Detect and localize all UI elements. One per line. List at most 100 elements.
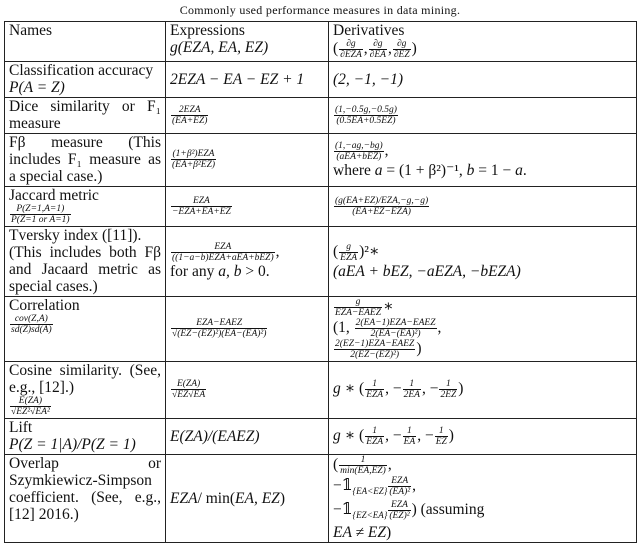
numerator: ∂g [373, 39, 383, 49]
radical-sign: √ [11, 407, 17, 417]
fraction: 1 EZ [434, 426, 448, 447]
text: . [522, 161, 527, 179]
cell-line: (1,−0.5g,−0.5g) (0.5EA+0.5EZ) [333, 105, 632, 126]
cell-line: (This includes both Fβ and Jacaard metri… [9, 244, 161, 295]
measure-expression: E(ZA) √EZ√EA [165, 361, 329, 419]
text: (1, [333, 319, 354, 337]
cell-line: P(Z = 1|A)/P(Z = 1) [9, 436, 161, 453]
fraction: 1 min(EA,EZ) [339, 455, 387, 476]
fraction: EZA −EZA+EA+EZ [171, 196, 232, 217]
cell-line: Derivatives [333, 22, 632, 39]
cell-line: (1,−ag,−bg) (aEA+bEZ), [333, 141, 632, 162]
table-row: Lift P(Z = 1|A)/P(Z = 1) E(ZA)/(EAEZ) g ∗ (… [4, 418, 637, 455]
header-names: Names [4, 21, 166, 62]
text: ) [279, 489, 285, 507]
text: = 1 − [474, 161, 516, 179]
denominator: √EZ²√EA² [10, 406, 51, 417]
text: ) [448, 426, 454, 444]
text: , − [417, 426, 434, 444]
measure-name: Fβ measure (This includes F₁ measure as … [4, 133, 166, 187]
numerator: (g(EA+EZ)/EZA,−g,−g) [335, 195, 429, 206]
measure-name: Correlation cov(Z,A) sd(Z)sd(A) [4, 296, 166, 362]
math-text: g [333, 426, 341, 444]
cell-line: E(ZA) √EZ²√EA² [9, 396, 161, 417]
math-text: EZA [170, 489, 198, 507]
math-text: a [374, 161, 383, 179]
measure-expression: EZA−EAEZ √(EZ−(EZ)²)(EA−(EA)²) [165, 296, 329, 362]
fraction: 2(EA−1)EZA−EAEZ 2(EA−(EA)²) [354, 318, 437, 339]
cell-line: P(A = Z) [9, 79, 161, 96]
denominator: 2EA [402, 389, 421, 400]
text: −𝟙 [333, 501, 353, 519]
denominator: (EA+β²EZ) [171, 159, 217, 170]
fraction: EZA (EZ)² [388, 500, 411, 521]
measure-expression: (1+β²)EZA (EA+β²EZ) [165, 133, 329, 187]
square-root: √(EZ−(EZ)²)(EA−(EA)²) [172, 328, 267, 339]
cell-line: P(Z=1,A=1) P(Z=1 or A=1) [9, 204, 161, 225]
text: ∗ ( [340, 380, 365, 398]
measure-name: Dice similarity or F₁ measure [4, 97, 166, 134]
table-row: Cosine similarity. (See, e.g., [12].) E(Z… [4, 361, 637, 419]
table-row: Classification accuracy P(A = Z) 2EZA − EA… [4, 61, 637, 98]
math-text: (2, −1, −1) [333, 70, 403, 88]
math-text: 2EZA − EA − EZ + 1 [170, 70, 305, 88]
math-text: EA ≠ EZ [333, 524, 387, 542]
cell-line: E(ZA)/(EAEZ) [170, 428, 324, 445]
measure-name: Tversky index ([11]). (This includes both… [4, 226, 166, 297]
text: ∗ [383, 298, 394, 316]
radicand: EZ√EA [177, 389, 206, 400]
fraction: EZA ((1−a−b)EZA+aEA+bEZ) [171, 242, 275, 263]
numerator: 1 [372, 425, 378, 436]
table-row: Tversky index ([11]). (This includes both… [4, 226, 637, 297]
denominator: EZ [434, 435, 448, 447]
measure-expression: 2EZA (EA+EZ) [165, 97, 329, 134]
fraction: (1,−ag,−bg) (aEA+bEZ) [334, 141, 384, 162]
fraction: g EZA−EAEZ [334, 297, 382, 318]
math-text: E(ZA)/(EAEZ) [170, 427, 260, 445]
text: , − [385, 426, 402, 444]
cell-line: (1+β²)EZA (EA+β²EZ) [170, 149, 324, 170]
cell-line: Cosine similarity. (See, e.g., [12].) [9, 362, 161, 396]
measure-name: Overlap or Szymkiewicz-Simpson coefficie… [4, 453, 166, 543]
cell-line: (1, 2(EA−1)EZA−EAEZ 2(EA−(EA)²), [333, 318, 632, 339]
fraction: E(ZA) √EZ√EA [171, 379, 207, 400]
fraction: cov(Z,A) sd(Z)sd(A) [10, 314, 53, 335]
numerator: ∂g [346, 39, 356, 49]
cell-line: cov(Z,A) sd(Z)sd(A) [9, 314, 161, 335]
radical-sign: √ [172, 329, 178, 339]
text: Fβ measure (This includes F₁ measure as … [9, 134, 161, 185]
text: , [363, 40, 368, 58]
cell-line: (2, −1, −1) [333, 71, 632, 88]
numerator: EZA [391, 500, 408, 511]
denominator: EA [402, 435, 417, 447]
measure-derivative: (g EZA)²∗ (aEA + bEZ, −aEZA, −bEZA) [328, 226, 637, 297]
denominator: EZA [365, 435, 385, 447]
measure-expression: EZA −EZA+EA+EZ [165, 186, 329, 227]
fraction: (1,−0.5g,−0.5g) (0.5EA+0.5EZ) [334, 105, 398, 126]
numerator: EZA [214, 242, 232, 252]
numerator: 1 [446, 379, 451, 389]
cell-line: 2(EZ−1)EZA−EAEZ 2(EZ−(EZ)²)) [333, 339, 632, 360]
numerator: ∂g [396, 39, 407, 49]
denominator: √EZ√EA [171, 389, 207, 400]
radicand: EZ²√EA² [16, 406, 50, 417]
denominator: (0.5EA+0.5EZ) [334, 114, 398, 126]
square-root: √EZ√EA [172, 389, 206, 400]
fraction: EZA−EAEZ √(EZ−(EZ)²)(EA−(EA)²) [171, 318, 268, 339]
text: ) [386, 524, 392, 542]
measure-name: Classification accuracy P(A = Z) [4, 61, 166, 98]
text: , [387, 456, 392, 474]
fraction: ∂g ∂EZ [392, 39, 411, 60]
text: where [333, 161, 375, 179]
numerator: g [355, 297, 361, 307]
text: Derivatives [333, 22, 405, 39]
numerator: cov(Z,A) [14, 314, 48, 324]
subscript: {EZ<EA} [352, 510, 388, 521]
math-text: g(EZA, EA, EZ) [170, 39, 269, 56]
measure-derivative: (1,−0.5g,−0.5g) (0.5EA+0.5EZ) [328, 97, 637, 134]
math-text: b [466, 161, 475, 179]
measure-expression: EZA ((1−a−b)EZA+aEA+bEZ), for any a, b > 0… [165, 226, 329, 297]
text: = (1 + β²)⁻¹, [382, 161, 467, 179]
text: )²∗ [359, 243, 380, 261]
denominator: 2(EZ−(EZ)²) [334, 349, 416, 360]
